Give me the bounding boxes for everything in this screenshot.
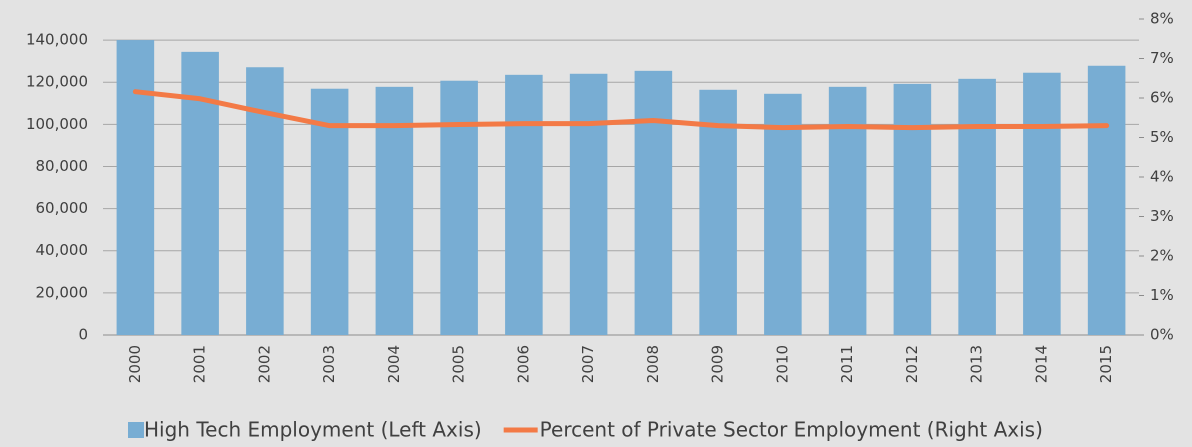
x-tick-label: 2005	[450, 345, 468, 383]
legend-label: High Tech Employment (Left Axis)	[144, 418, 482, 442]
y-tick-label: 80,000	[36, 157, 89, 175]
bar	[699, 89, 737, 335]
x-tick-label: 2012	[903, 345, 921, 383]
x-tick-label: 2015	[1097, 345, 1115, 383]
bar	[569, 73, 608, 336]
x-tick-label: 2008	[644, 345, 662, 383]
y2-tick-label: 1%	[1150, 286, 1174, 304]
y2-tick-label: 0%	[1150, 326, 1174, 344]
legend-item: High Tech Employment (Left Axis)	[128, 418, 482, 442]
line	[132, 89, 1110, 131]
y2-tick-label: 4%	[1150, 168, 1174, 186]
x-tick-label: 2003	[320, 345, 338, 383]
y-tick-label: 140,000	[26, 31, 88, 49]
bar	[764, 93, 802, 335]
bar	[1087, 65, 1126, 335]
y-tick-label: 40,000	[36, 241, 89, 259]
bar	[634, 70, 673, 335]
x-tick-label: 2007	[579, 345, 597, 383]
bar	[375, 86, 414, 336]
x-tick-label: 2014	[1032, 345, 1050, 383]
x-tick-label: 2013	[968, 345, 986, 383]
y2-tick-label: 2%	[1150, 247, 1174, 265]
y2-tick-label: 5%	[1150, 128, 1174, 146]
legend-swatch	[128, 422, 144, 438]
x-tick-label: 2011	[838, 345, 856, 383]
y-tick-label: 100,000	[26, 115, 88, 133]
bar	[310, 88, 349, 335]
y-tick-label: 60,000	[36, 199, 89, 217]
y-tick-label: 120,000	[26, 73, 88, 91]
bar	[958, 78, 996, 335]
bar	[1023, 72, 1061, 335]
x-tick-label: 2010	[773, 345, 791, 383]
x-tick-label: 2004	[385, 345, 403, 383]
bar	[181, 51, 219, 335]
bar	[893, 83, 932, 335]
y-tick-label: 0	[78, 326, 88, 344]
x-tick-label: 2009	[709, 345, 727, 383]
y2-tick-label: 6%	[1150, 89, 1174, 107]
legend-label: Percent of Private Sector Employment (Ri…	[540, 418, 1043, 442]
y2-tick-label: 3%	[1150, 207, 1174, 225]
bar	[505, 74, 543, 336]
legend-item: Percent of Private Sector Employment (Ri…	[503, 418, 1043, 442]
x-tick-label: 2002	[255, 345, 273, 383]
bar	[116, 40, 155, 336]
y2-tick-label: 8%	[1150, 10, 1174, 28]
y-tick-label: 20,000	[36, 283, 89, 301]
bar	[440, 80, 478, 335]
x-tick-label: 2006	[514, 345, 532, 383]
y2-tick-label: 7%	[1150, 49, 1174, 67]
x-tick-label: 2000	[126, 345, 144, 383]
x-tick-label: 2001	[191, 345, 209, 383]
